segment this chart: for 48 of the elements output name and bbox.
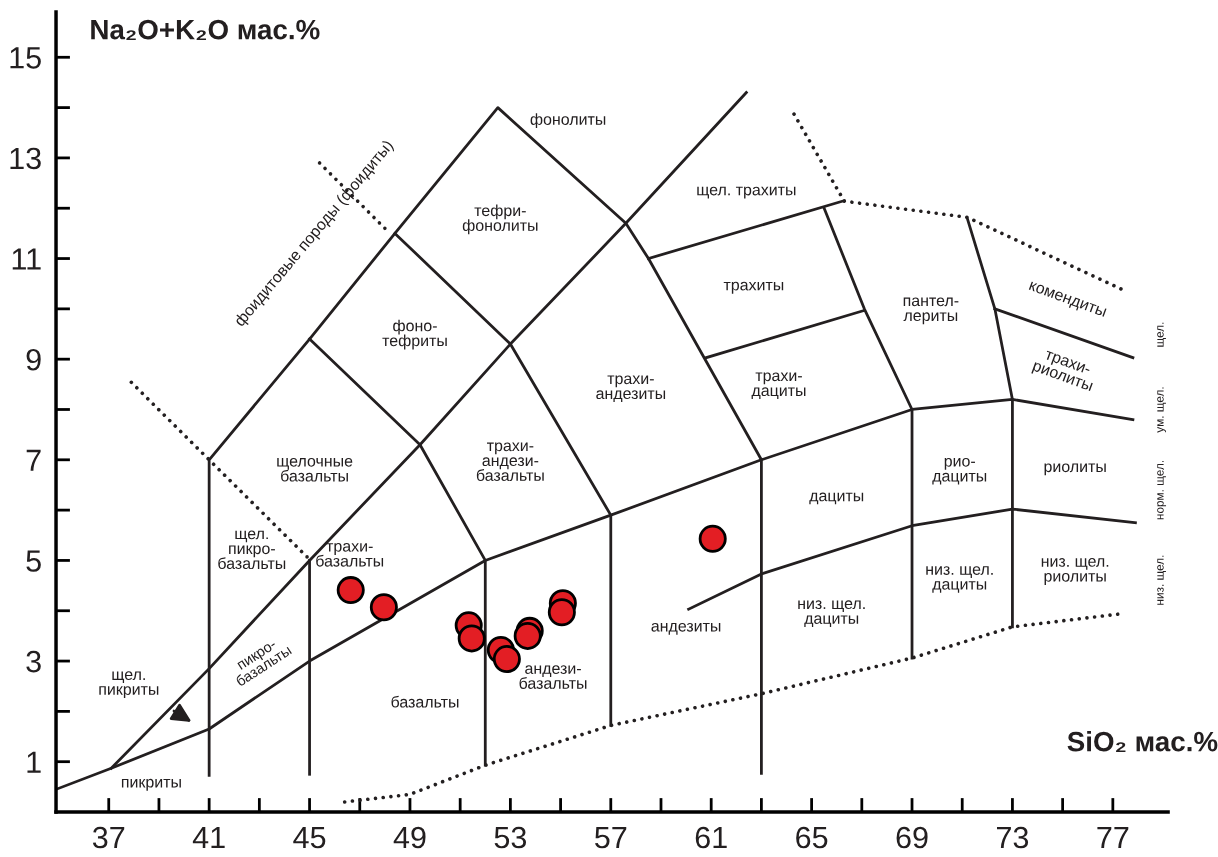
annotation: щелочные базальты bbox=[277, 457, 353, 482]
annotation: рио- дациты bbox=[932, 457, 987, 485]
annotation: пикриты bbox=[121, 778, 181, 791]
y-tick-label: 15 bbox=[10, 47, 41, 69]
x-tick-label: 57 bbox=[595, 827, 627, 849]
annotation: щел. bbox=[1157, 322, 1166, 347]
y-tick-label: 5 bbox=[26, 550, 41, 572]
x-tick-label: 65 bbox=[796, 826, 828, 849]
annotation: низ. щел. дациты bbox=[926, 566, 993, 593]
annotation: низ. щел. дациты bbox=[798, 600, 865, 628]
x-tick-label: 53 bbox=[494, 826, 527, 849]
annotation: пантел- лериты bbox=[903, 297, 959, 325]
x-axis-title: SiO₂ мас.% bbox=[1067, 731, 1218, 753]
annotation: дациты bbox=[809, 492, 864, 505]
x-tick-label: 73 bbox=[997, 826, 1029, 849]
annotation: щел. трахиты bbox=[697, 186, 796, 199]
annotation: трахиты bbox=[723, 281, 784, 294]
annotation: трахи- андези- базальты bbox=[476, 442, 544, 481]
annotation: фонолиты bbox=[530, 113, 606, 129]
x-tick-label: 37 bbox=[92, 826, 125, 849]
annotation: низ. щел. риолиты bbox=[1041, 558, 1109, 585]
y-tick-label: 1 bbox=[27, 751, 41, 773]
annotation: трахи- дациты bbox=[751, 372, 806, 400]
y-tick-label: 3 bbox=[26, 650, 41, 673]
annotation: ум. щел. bbox=[1157, 387, 1167, 433]
y-tick-label: 13 bbox=[10, 147, 41, 170]
x-tick-label: 49 bbox=[393, 826, 426, 849]
x-tick-label: 69 bbox=[896, 826, 928, 849]
x-tick-label: 41 bbox=[192, 827, 225, 849]
x-tick-label: 77 bbox=[1097, 827, 1129, 849]
annotation: базальты bbox=[391, 695, 459, 708]
annotation: андезиты bbox=[651, 622, 721, 635]
annotation: низ. щел. bbox=[1157, 555, 1166, 605]
x-tick-label: 45 bbox=[293, 827, 326, 849]
annotation: щел. пикриты bbox=[99, 671, 159, 699]
annotation: норм. щел. bbox=[1157, 460, 1167, 520]
y-tick-label: 9 bbox=[26, 348, 41, 371]
annotation: риолиты bbox=[1044, 463, 1106, 476]
annotation: андези- базальты bbox=[519, 665, 587, 689]
annotation: тефри- фонолиты bbox=[462, 204, 538, 235]
annotation: щел. пикро- базальты bbox=[218, 530, 286, 570]
x-tick-label: 61 bbox=[695, 826, 727, 849]
annotation: трахи- андезиты bbox=[596, 375, 666, 403]
y-tick-label: 7 bbox=[26, 449, 41, 471]
y-tick-label: 11 bbox=[12, 248, 41, 270]
annotation: трахи- базальты bbox=[316, 542, 384, 567]
annotation: фоно- тефриты bbox=[382, 319, 447, 350]
y-axis-title: Na₂O+K₂O мас.% bbox=[91, 19, 320, 41]
